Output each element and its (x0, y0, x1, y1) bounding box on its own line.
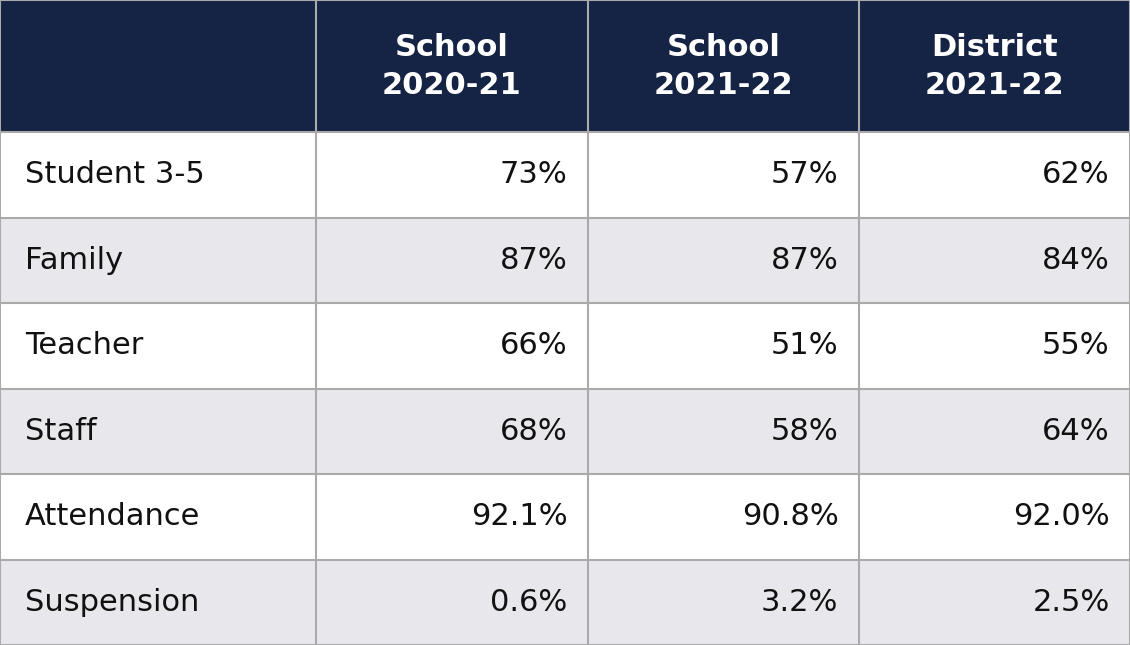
Bar (859, 560, 1130, 645)
Bar (859, 474, 1130, 559)
Text: Suspension: Suspension (25, 588, 199, 617)
Bar (316, 132, 588, 217)
Bar (859, 303, 1130, 388)
Text: Student 3-5: Student 3-5 (25, 161, 205, 190)
Bar (859, 132, 1130, 217)
Bar (588, 217, 859, 303)
Bar (859, 0, 1130, 132)
Bar (588, 388, 859, 474)
Bar (0, 388, 316, 474)
Text: 64%: 64% (1042, 417, 1110, 446)
Bar (588, 303, 859, 388)
Text: 73%: 73% (499, 161, 567, 190)
Bar (0, 474, 316, 559)
Text: 87%: 87% (499, 246, 567, 275)
Text: 68%: 68% (499, 417, 567, 446)
Bar (588, 560, 859, 645)
Text: Teacher: Teacher (25, 332, 144, 361)
Bar (588, 132, 859, 217)
Text: 2.5%: 2.5% (1033, 588, 1110, 617)
Bar (0, 0, 316, 132)
Bar (316, 303, 588, 388)
Bar (0, 217, 316, 303)
Text: 0.6%: 0.6% (490, 588, 567, 617)
Bar (316, 474, 588, 559)
Text: 90.8%: 90.8% (741, 502, 838, 531)
Text: Family: Family (25, 246, 123, 275)
Text: 92.0%: 92.0% (1012, 502, 1110, 531)
Text: 66%: 66% (499, 332, 567, 361)
Text: 58%: 58% (771, 417, 838, 446)
Text: Staff: Staff (25, 417, 96, 446)
Text: 92.1%: 92.1% (470, 502, 567, 531)
Text: District
2021-22: District 2021-22 (924, 32, 1064, 100)
Bar (0, 303, 316, 388)
Bar (588, 0, 859, 132)
Bar (316, 217, 588, 303)
Text: Attendance: Attendance (25, 502, 200, 531)
Text: 87%: 87% (771, 246, 838, 275)
Text: School
2020-21: School 2020-21 (382, 32, 522, 100)
Bar (316, 388, 588, 474)
Bar (0, 132, 316, 217)
Text: 3.2%: 3.2% (762, 588, 838, 617)
Bar (0, 560, 316, 645)
Bar (859, 217, 1130, 303)
Text: 62%: 62% (1042, 161, 1110, 190)
Text: 55%: 55% (1042, 332, 1110, 361)
Text: 57%: 57% (771, 161, 838, 190)
Text: School
2021-22: School 2021-22 (653, 32, 793, 100)
Bar (859, 388, 1130, 474)
Bar (316, 0, 588, 132)
Bar (588, 474, 859, 559)
Bar (316, 560, 588, 645)
Text: 51%: 51% (771, 332, 838, 361)
Text: 84%: 84% (1042, 246, 1110, 275)
